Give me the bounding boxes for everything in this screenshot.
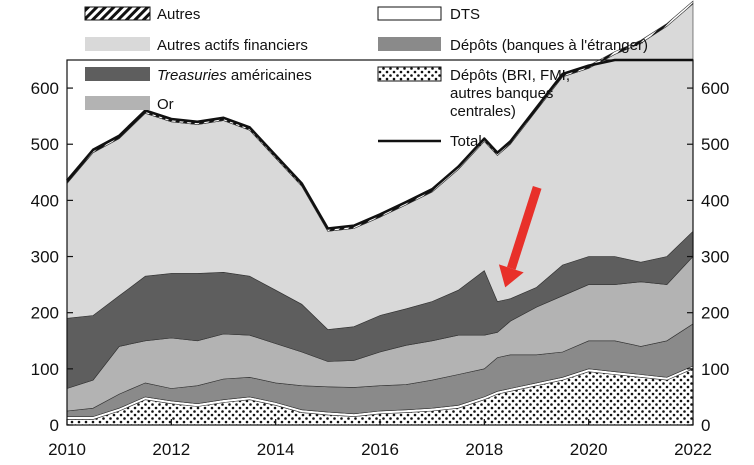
- axes-group: 2010 2012 2014 2016 2018 2020 2022 0 0 100 100 200 2…: [31, 79, 730, 459]
- y-tick-label-left-500: 500: [31, 135, 59, 154]
- legend-swatch-autres: [84, 6, 151, 21]
- x-tick-label-2010: 2010: [48, 440, 86, 459]
- x-tick-label-2018: 2018: [465, 440, 503, 459]
- legend-swatch-depots-etranger: [378, 37, 441, 51]
- y-tick-label-right-200: 200: [701, 304, 729, 323]
- y-tick-label-left-300: 300: [31, 248, 59, 267]
- legend-label-treasuries-italic: Treasuries: [157, 67, 227, 84]
- y-tick-label-right-600: 600: [701, 79, 729, 98]
- legend-label-autres-actifs: Autres actifs financiers: [157, 37, 308, 54]
- y-tick-label-left-100: 100: [31, 360, 59, 379]
- legend-label-depots-bri-line3: centrales): [450, 103, 516, 120]
- legend-label-depots-bri-line1: Dépôts (BRI, FMI,: [450, 67, 570, 84]
- annotation-arrow-shaft: [507, 186, 542, 270]
- legend-label-total: Total: [450, 133, 482, 150]
- y-tick-label-left-0: 0: [50, 416, 59, 435]
- x-tick-label-2016: 2016: [361, 440, 399, 459]
- legend-swatch-autres-actifs: [85, 37, 150, 51]
- total-line: [66, 58, 693, 230]
- total-line-group: [66, 58, 693, 230]
- annotation-group: [498, 186, 542, 288]
- legend-label-depots-etranger: Dépôts (banques à l'étranger): [450, 37, 648, 54]
- y-tick-label-right-300: 300: [701, 248, 729, 267]
- legend-swatch-dts: [377, 6, 442, 21]
- legend-label-or: Or: [157, 96, 174, 113]
- legend: Autres DTS Autres actifs financiers Dépô…: [84, 6, 648, 150]
- y-tick-label-left-200: 200: [31, 304, 59, 323]
- legend-swatch-treasuries: [85, 67, 150, 81]
- legend-label-treasuries: Treasuries américaines: [157, 67, 312, 84]
- legend-label-treasuries-rest: américaines: [227, 67, 312, 84]
- legend-label-depots-bri-line2: autres banques: [450, 85, 553, 102]
- x-tick-label-2012: 2012: [152, 440, 190, 459]
- y-tick-label-left-400: 400: [31, 191, 59, 210]
- legend-label-dts: DTS: [450, 6, 480, 23]
- legend-swatch-or: [85, 96, 150, 110]
- y-tick-label-left-600: 600: [31, 79, 59, 98]
- y-tick-label-right-500: 500: [701, 135, 729, 154]
- y-tick-label-right-400: 400: [701, 191, 729, 210]
- annotation-arrow-head: [498, 264, 524, 288]
- legend-label-autres: Autres: [157, 6, 200, 23]
- x-tick-label-2022: 2022: [674, 440, 712, 459]
- y-tick-label-right-0: 0: [701, 416, 710, 435]
- x-tick-label-2014: 2014: [257, 440, 295, 459]
- x-tick-label-2020: 2020: [570, 440, 608, 459]
- stacked-areas: [66, 0, 694, 426]
- legend-swatch-depots-bri: [377, 66, 442, 82]
- y-tick-label-right-100: 100: [701, 360, 729, 379]
